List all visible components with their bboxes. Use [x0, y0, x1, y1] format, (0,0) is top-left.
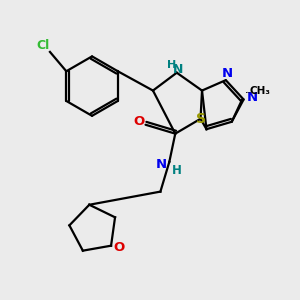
- Text: methyl: methyl: [245, 92, 251, 93]
- Text: N: N: [222, 67, 233, 80]
- Text: H: H: [172, 164, 182, 177]
- Text: S: S: [196, 112, 206, 126]
- Text: CH₃: CH₃: [250, 86, 271, 96]
- Text: N: N: [246, 92, 257, 104]
- Text: O: O: [113, 241, 125, 254]
- Text: O: O: [134, 115, 145, 128]
- Text: N: N: [155, 158, 167, 171]
- Text: Cl: Cl: [37, 39, 50, 52]
- Text: H: H: [167, 60, 176, 70]
- Text: N: N: [173, 63, 183, 76]
